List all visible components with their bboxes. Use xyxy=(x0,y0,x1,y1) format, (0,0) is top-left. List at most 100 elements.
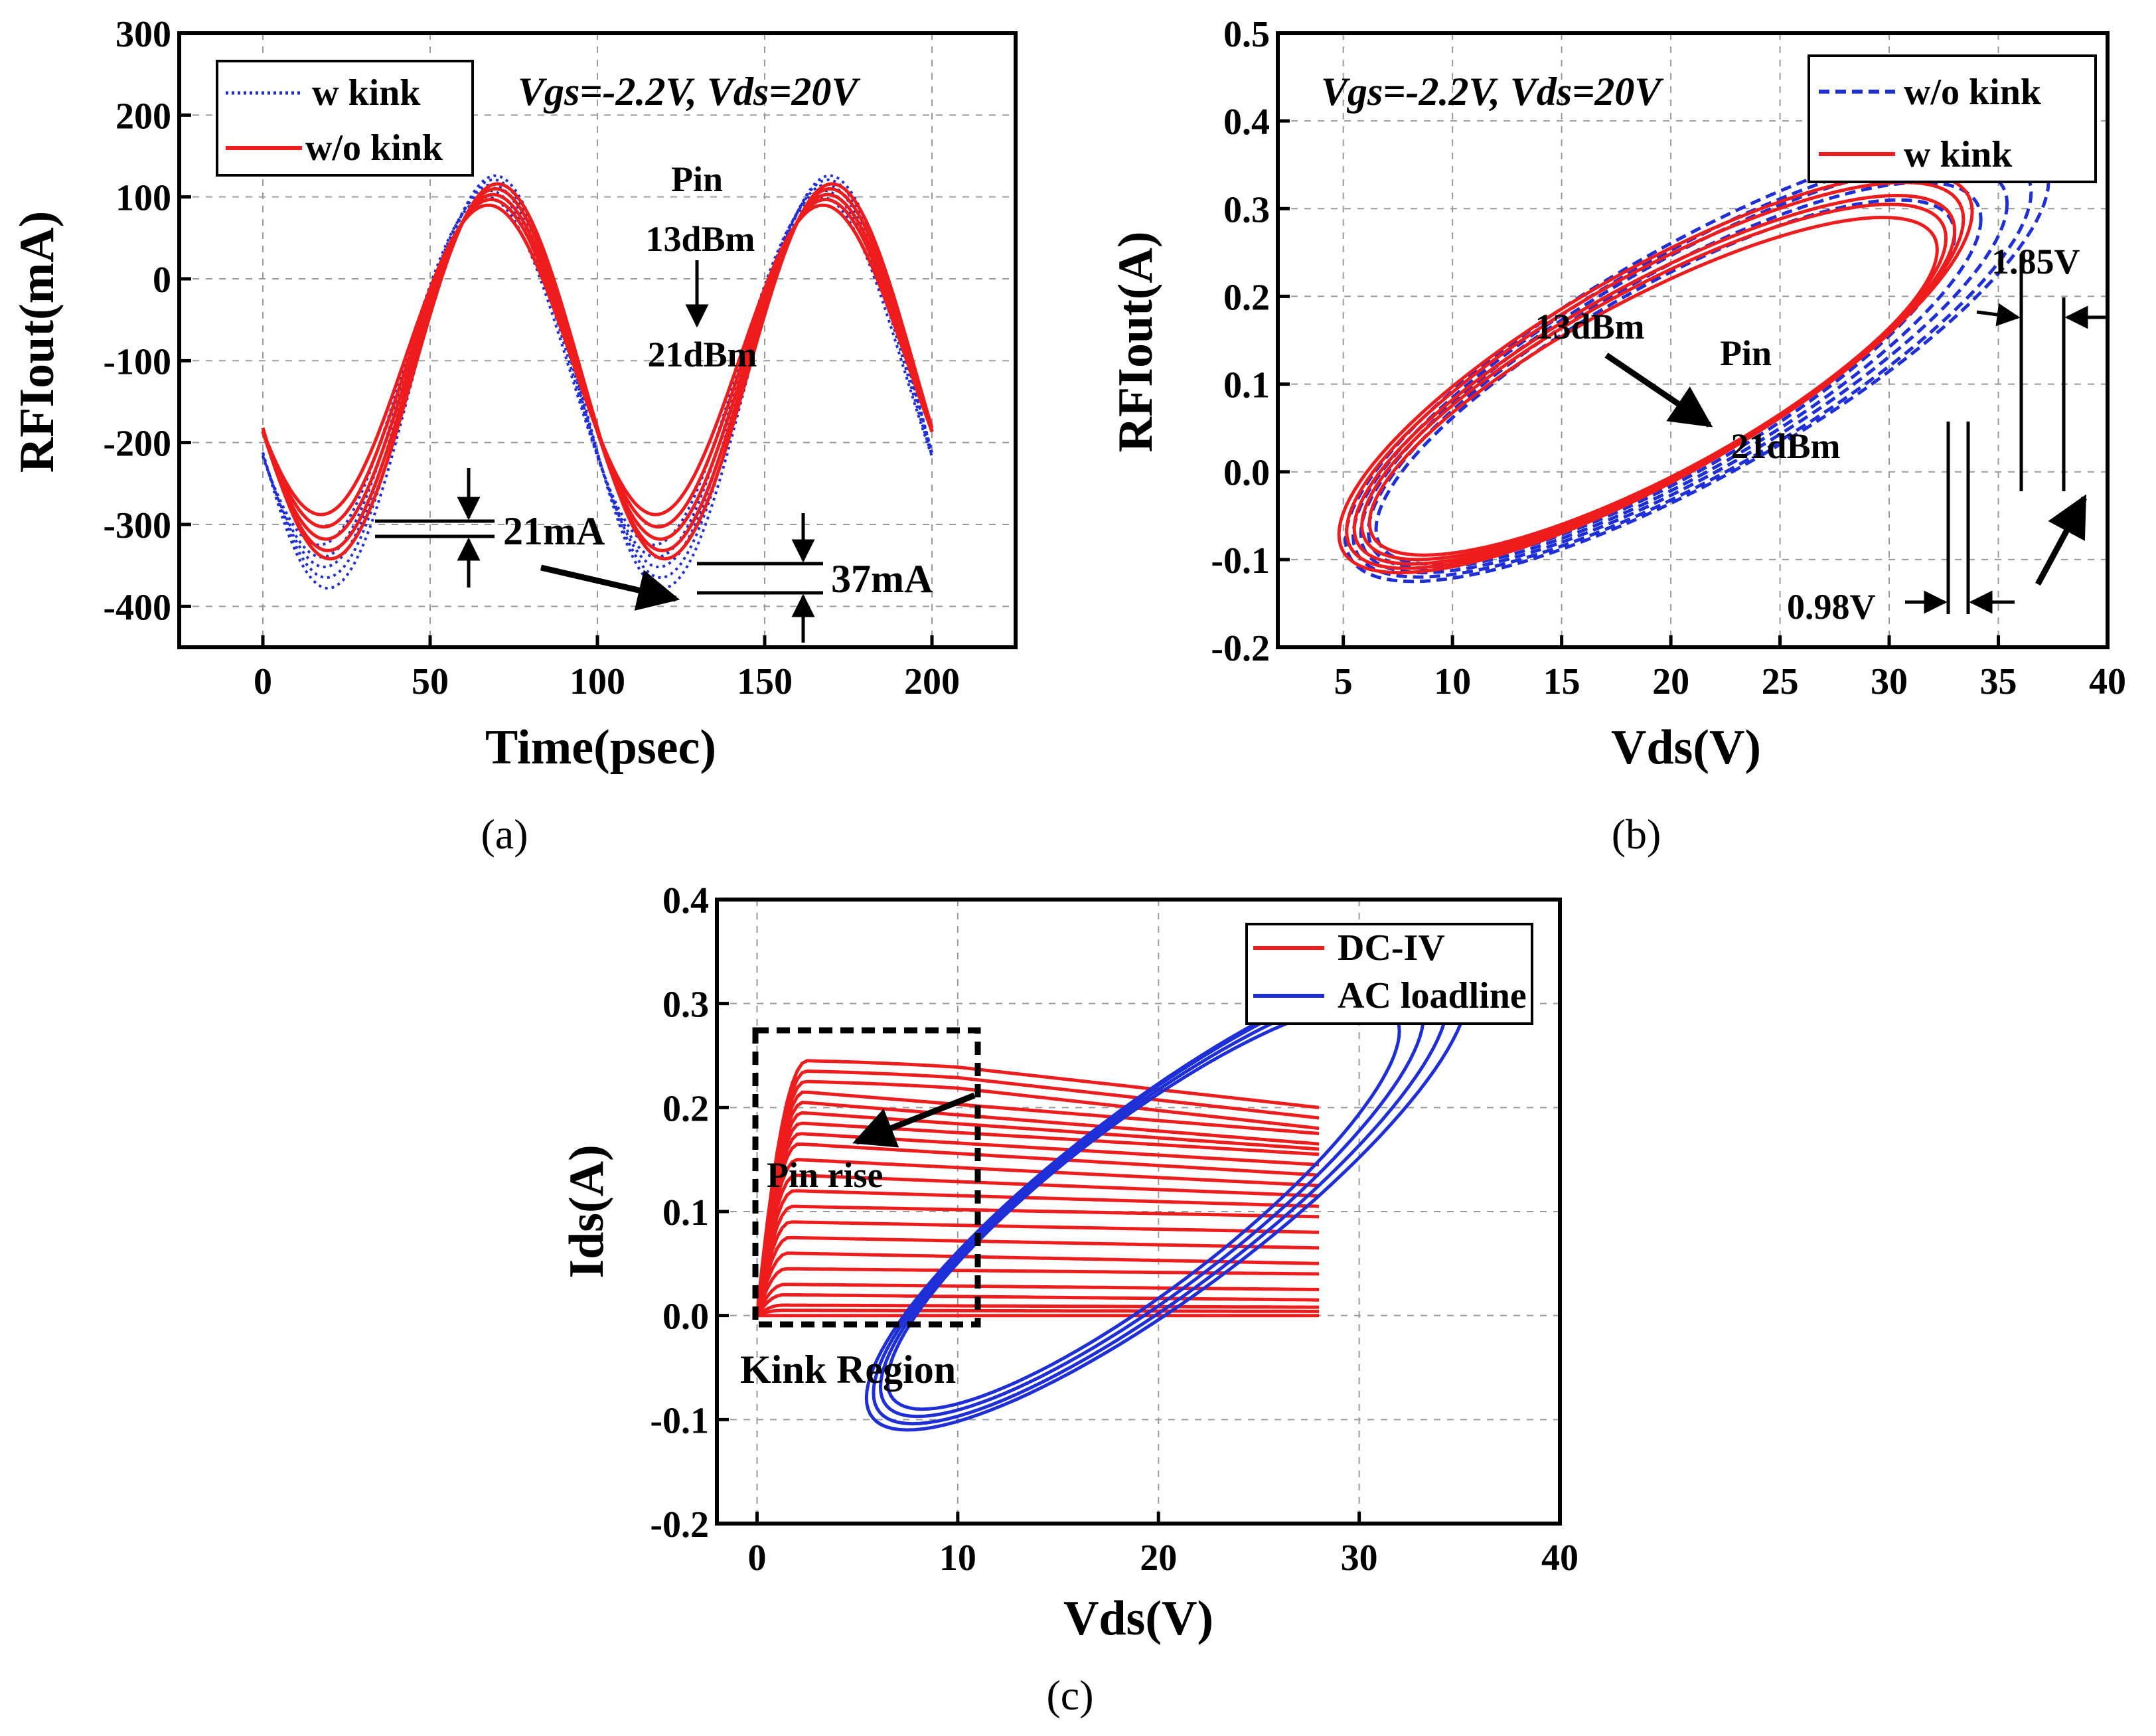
legend-c-dciv-label: DC-IV xyxy=(1338,927,1445,969)
y-tick-label: 200 xyxy=(116,96,171,137)
y-tick-label: 100 xyxy=(116,178,171,219)
curves-b xyxy=(1337,137,2050,584)
dc-iv-curve xyxy=(755,1101,1320,1316)
x-tick-label: 100 xyxy=(570,661,625,702)
x-tick-label: 30 xyxy=(1341,1538,1378,1579)
dc-iv-curve xyxy=(755,1189,1320,1316)
legend-a-w-kink-label: w kink xyxy=(312,72,421,114)
x-tick-label: 30 xyxy=(1871,661,1908,702)
pin-low-label-a: 13dBm xyxy=(645,219,755,259)
x-axis-label-a: Time(psec) xyxy=(485,720,716,775)
pin-rise-label-c: Pin rise xyxy=(767,1155,883,1195)
legend-b-wo-kink-label: w/o kink xyxy=(1904,72,2042,113)
y-tick-label: 0.5 xyxy=(1223,14,1270,55)
dc-iv-curve xyxy=(755,1267,1320,1316)
x-tick-label: 150 xyxy=(737,661,793,702)
kink-region-label: Kink Region xyxy=(740,1348,956,1391)
pin-high-label-a: 21dBm xyxy=(647,335,757,374)
x-tick-label: 0 xyxy=(747,1538,766,1579)
x-tick-label: 40 xyxy=(2089,661,2126,702)
loop-w-kink xyxy=(1345,181,1965,570)
pin-arrow-b xyxy=(1604,353,1713,428)
panel-a: 0 50 100 150 200 300 200 100 0 -100 -200 -300 -400 T… xyxy=(10,14,1018,858)
y-tick-label: 0.2 xyxy=(1223,277,1270,318)
loop-ac-loadline xyxy=(886,1002,1401,1411)
y-tick-label: -0.2 xyxy=(1211,628,1270,669)
delta2-label-a: 37mA xyxy=(831,557,933,601)
pin-label-b: Pin xyxy=(1720,333,1772,373)
ticks-a: 0 50 100 150 200 300 200 100 0 -100 -200 -300 -400 xyxy=(103,14,960,702)
delta-blue-arrow1-b xyxy=(1976,303,2021,327)
panel-b: 5 10 15 20 25 30 35 40 0.5 0.4 0.3 0.2 0.1 0.0 -0.1 -0.… xyxy=(1109,14,2126,858)
x-axis-label-b: Vds(V) xyxy=(1611,720,1761,775)
loop-w-o-kink xyxy=(1351,149,2033,579)
x-tick-label: 5 xyxy=(1334,661,1353,702)
y-tick-label: -400 xyxy=(103,587,171,628)
condition-a: Vgs=-2.2V, Vds=20V xyxy=(518,70,861,114)
x-axis-label-c: Vds(V) xyxy=(1063,1591,1213,1646)
y-tick-label: 0.1 xyxy=(662,1192,709,1233)
dc-iv-curve xyxy=(755,1143,1320,1316)
x-tick-label: 200 xyxy=(904,661,960,702)
y-tick-label: 0.1 xyxy=(1223,365,1270,406)
panel-label-b: (b) xyxy=(1612,811,1661,858)
y-tick-label: 300 xyxy=(116,14,171,55)
y-axis-label-a: RFIout(mA) xyxy=(10,211,64,473)
x-tick-label: 25 xyxy=(1762,661,1799,702)
y-tick-label: -200 xyxy=(103,424,171,465)
kink-region-box xyxy=(752,1027,981,1328)
delta-blue-label-b: 1.85V xyxy=(1991,242,2080,281)
x-tick-label: 40 xyxy=(1541,1538,1579,1579)
x-tick-label: 10 xyxy=(939,1538,976,1579)
delta1-label-a: 21mA xyxy=(503,509,605,553)
delta-red-label-b: 0.98V xyxy=(1787,587,1876,627)
x-tick-label: 20 xyxy=(1140,1538,1177,1579)
dc-iv-curve xyxy=(755,1132,1320,1316)
dc-iv-curve xyxy=(755,1059,1320,1316)
y-tick-label: -0.1 xyxy=(650,1400,709,1441)
loop-w-o-kink xyxy=(1359,163,2009,575)
dc-iv-curve xyxy=(755,1069,1320,1316)
legend-a-wo-kink-label: w/o kink xyxy=(305,127,443,169)
y-tick-label: -0.1 xyxy=(1211,540,1270,582)
dc-iv-curve xyxy=(756,1308,1320,1318)
legend-c: DC-IV AC loadline xyxy=(1245,923,1533,1025)
plot-frame-b xyxy=(1276,31,2110,649)
condition-b: Vgs=-2.2V, Vds=20V xyxy=(1321,70,1664,114)
y-tick-label: 0.2 xyxy=(662,1088,709,1129)
y-tick-label: 0.4 xyxy=(662,880,709,921)
loop-w-o-kink xyxy=(1344,137,2050,584)
y-tick-label: 0.0 xyxy=(1223,453,1270,494)
dc-iv-curve xyxy=(755,1079,1320,1316)
loop-ac-loadline xyxy=(872,971,1450,1426)
x-tick-label: 10 xyxy=(1434,661,1471,702)
y-tick-label: 0 xyxy=(153,260,171,301)
x-tick-label: 0 xyxy=(254,661,272,702)
y-tick-label: -100 xyxy=(103,341,171,382)
pin-rise-arrow-c xyxy=(852,1092,976,1148)
x-tick-label: 35 xyxy=(1980,661,2017,702)
y-tick-label: 0.0 xyxy=(662,1297,709,1338)
ticks-b: 5 10 15 20 25 30 35 40 0.5 0.4 0.3 0.2 0.1 0.0 -0.1 -0.… xyxy=(1211,14,2126,702)
y-tick-label: 0.4 xyxy=(1223,102,1270,143)
loop-w-kink xyxy=(1337,171,1974,575)
pin-high-label-b: 21dBm xyxy=(1731,426,1840,466)
loop-w-o-kink xyxy=(1366,181,1983,570)
pin-low-label-b: 13dBm xyxy=(1535,307,1644,347)
panel-label-a: (a) xyxy=(481,811,528,858)
dc-iv-curve xyxy=(755,1111,1320,1316)
dc-iv-curve xyxy=(755,1121,1320,1316)
dc-iv-curve xyxy=(755,1204,1320,1316)
y-tick-label: -300 xyxy=(103,505,171,546)
y-axis-label-c: Ids(A) xyxy=(560,1144,614,1278)
series-wo-kink-curve xyxy=(261,182,934,561)
x-tick-label: 50 xyxy=(412,661,449,702)
panel-c: 0 10 20 30 400.40.30.20.10.0-0.1-0.2 Vds(V) … xyxy=(560,880,1579,1719)
legend-a: w kink w/o kink xyxy=(216,60,474,177)
dc-iv-curve xyxy=(755,1090,1320,1316)
y-axis-label-b: RFIout(A) xyxy=(1109,232,1163,453)
dc-iv-curve xyxy=(755,1293,1320,1317)
dc-iv-curve xyxy=(755,1158,1320,1316)
y-tick-label: 0.3 xyxy=(1223,189,1270,230)
